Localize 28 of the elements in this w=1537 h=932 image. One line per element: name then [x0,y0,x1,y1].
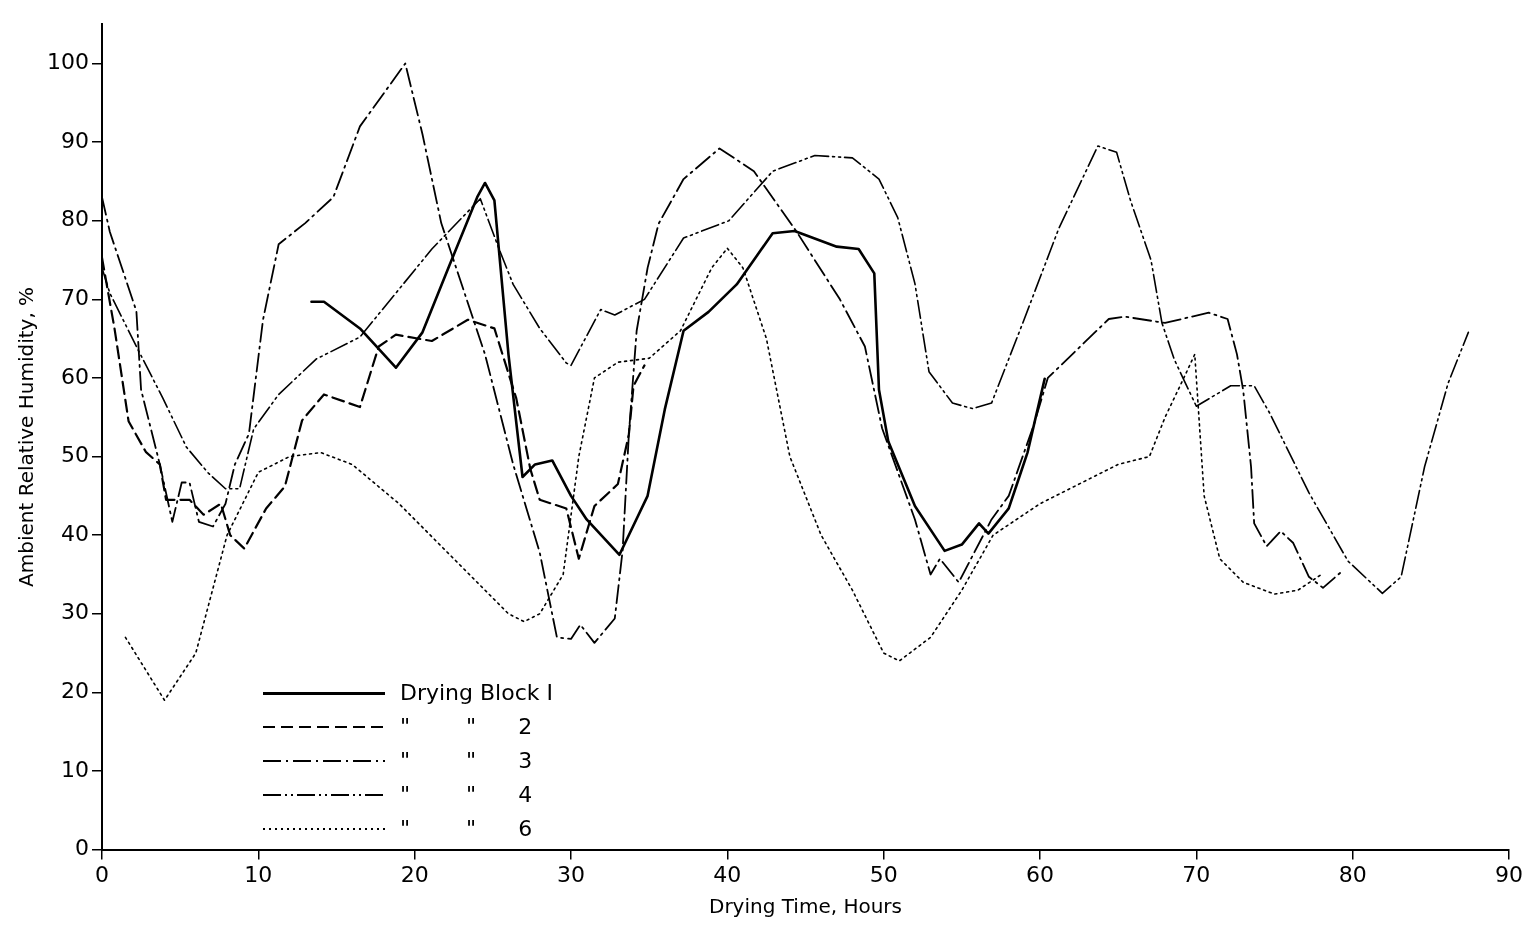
y-tick-label: 60 [60,363,89,389]
x-tick-label: 10 [244,861,273,887]
legend-label: " " 3 [400,747,533,775]
y-tick-label: 100 [46,49,89,75]
y-tick-label: 0 [74,835,89,861]
legend-label: " " 6 [400,815,533,843]
y-tick-label: 50 [60,442,89,468]
y-axis-title: Ambient Relative Humidity, % [14,286,39,587]
legend-label: Drying Block I [400,679,554,707]
x-tick-label: 50 [869,861,898,887]
x-tick-label: 90 [1495,861,1523,887]
y-tick-label: 70 [60,285,89,311]
y-tick-label: 40 [60,520,89,546]
x-tick-label: 70 [1182,861,1211,887]
x-tick-label: 40 [713,861,742,887]
y-tick-label: 80 [60,206,89,232]
y-tick-label: 20 [60,678,89,704]
y-tick-label: 90 [60,127,89,153]
x-tick-label: 20 [400,861,429,887]
x-tick-label: 0 [94,861,109,887]
x-axis-title: Drying Time, Hours [709,894,902,919]
x-tick-label: 80 [1338,861,1367,887]
y-tick-label: 30 [60,599,89,625]
legend-label: " " 2 [400,713,533,741]
x-tick-label: 30 [556,861,585,887]
y-tick-label: 10 [60,756,89,782]
legend-label: " " 4 [400,781,533,809]
x-tick-label: 60 [1026,861,1054,887]
